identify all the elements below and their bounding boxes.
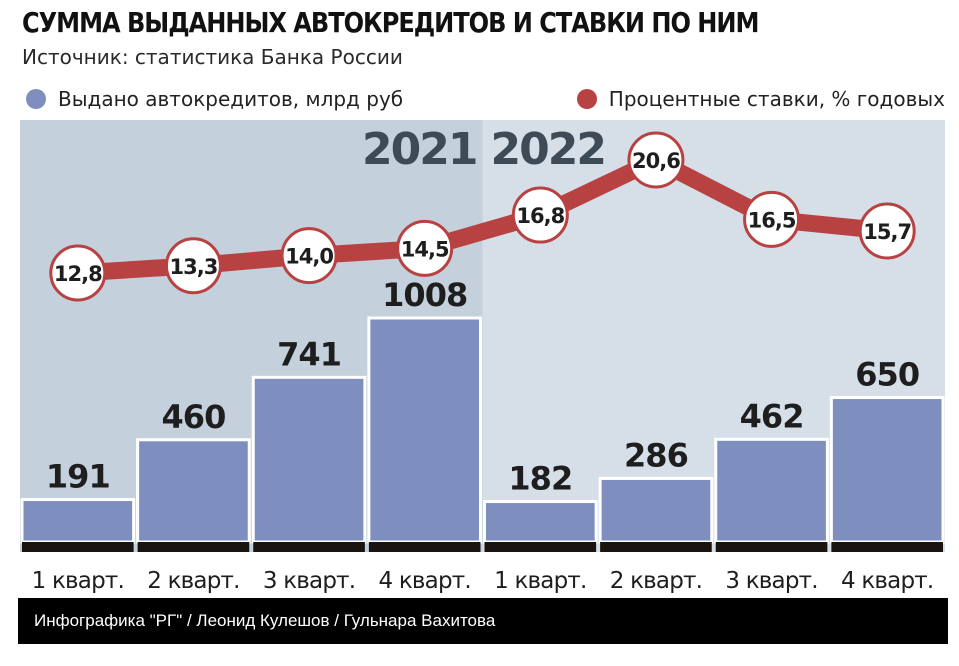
legend-item-line: Процентные ставки, % годовых	[576, 86, 945, 112]
bar-base-8	[831, 542, 943, 552]
rate-value-label-6: 20,6	[632, 149, 680, 173]
bar-2	[136, 438, 251, 544]
category-label-6: 2 кварт.	[610, 568, 702, 594]
year-label-2021: 2021	[362, 124, 476, 175]
legend-label-line: Процентные ставки, % годовых	[608, 87, 945, 111]
category-label-8: 4 кварт.	[841, 568, 933, 594]
bar-base-3	[253, 542, 365, 552]
rate-value-label-8: 15,7	[863, 220, 911, 244]
bar-7	[714, 437, 829, 544]
bar-value-label-3: 741	[277, 335, 341, 373]
legend-item-bars: Выдано автокредитов, млрд руб	[26, 86, 403, 112]
rate-value-label-2: 13,3	[170, 255, 218, 279]
bar-1	[20, 498, 136, 544]
chart-subtitle: Источник: статистика Банка России	[22, 45, 403, 69]
bar-value-label-4: 1008	[382, 276, 467, 314]
rate-marker-2	[164, 237, 222, 295]
category-label-4: 4 кварт.	[378, 568, 470, 594]
bar-8	[829, 396, 945, 544]
bar-value-label-8: 650	[855, 356, 919, 394]
bar-base-6	[600, 542, 712, 552]
bar-base-4	[368, 542, 481, 552]
rate-marker-1	[49, 244, 107, 302]
rate-marker-6	[627, 131, 685, 189]
rate-value-label-5: 16,8	[516, 204, 564, 228]
bar-3	[251, 375, 367, 544]
bar-value-label-6: 286	[624, 436, 688, 474]
chart: 2021 2022 191 1 кварт. 460 2 кварт. 741 3 кварт…	[20, 120, 945, 594]
category-label-3: 3 кварт.	[263, 568, 355, 594]
legend-swatch-line	[576, 89, 597, 109]
bar-6	[598, 476, 714, 544]
bar-base-7	[715, 542, 828, 552]
bar-value-label-5: 182	[508, 460, 572, 498]
rate-marker-7	[743, 190, 801, 248]
category-label-2: 2 кварт.	[147, 568, 239, 594]
year-label-2022: 2022	[491, 124, 605, 175]
legend-swatch-bars	[26, 89, 46, 109]
legend-label-bars: Выдано автокредитов, млрд руб	[58, 87, 404, 111]
footer-credit-bar: Инфографика "РГ" / Леонид Кулешов / Гуль…	[18, 598, 948, 644]
rate-value-label-3: 14,0	[285, 245, 333, 269]
rate-value-label-4: 14,5	[401, 237, 449, 261]
bar-5	[483, 500, 598, 544]
rate-marker-4	[396, 219, 454, 277]
rate-value-label-1: 12,8	[54, 262, 102, 286]
category-label-7: 3 кварт.	[725, 568, 817, 594]
rate-marker-5	[511, 186, 569, 244]
category-label-5: 1 кварт.	[494, 568, 586, 594]
rate-marker-8	[858, 202, 916, 260]
bar-base-1	[22, 542, 134, 552]
bar-base-5	[484, 542, 597, 552]
footer-credit: Инфографика "РГ" / Леонид Кулешов / Гуль…	[34, 611, 496, 630]
bar-value-label-7: 462	[740, 397, 804, 435]
bar-value-label-1: 191	[46, 458, 110, 496]
bar-value-label-2: 460	[162, 398, 226, 436]
rate-marker-3	[280, 227, 338, 285]
rate-value-label-7: 16,5	[748, 208, 796, 232]
category-label-1: 1 кварт.	[32, 568, 124, 594]
bar-base-2	[137, 542, 250, 552]
bar-4	[367, 316, 482, 544]
chart-title: СУММА ВЫДАННЫХ АВТОКРЕДИТОВ И СТАВКИ ПО …	[22, 6, 759, 39]
